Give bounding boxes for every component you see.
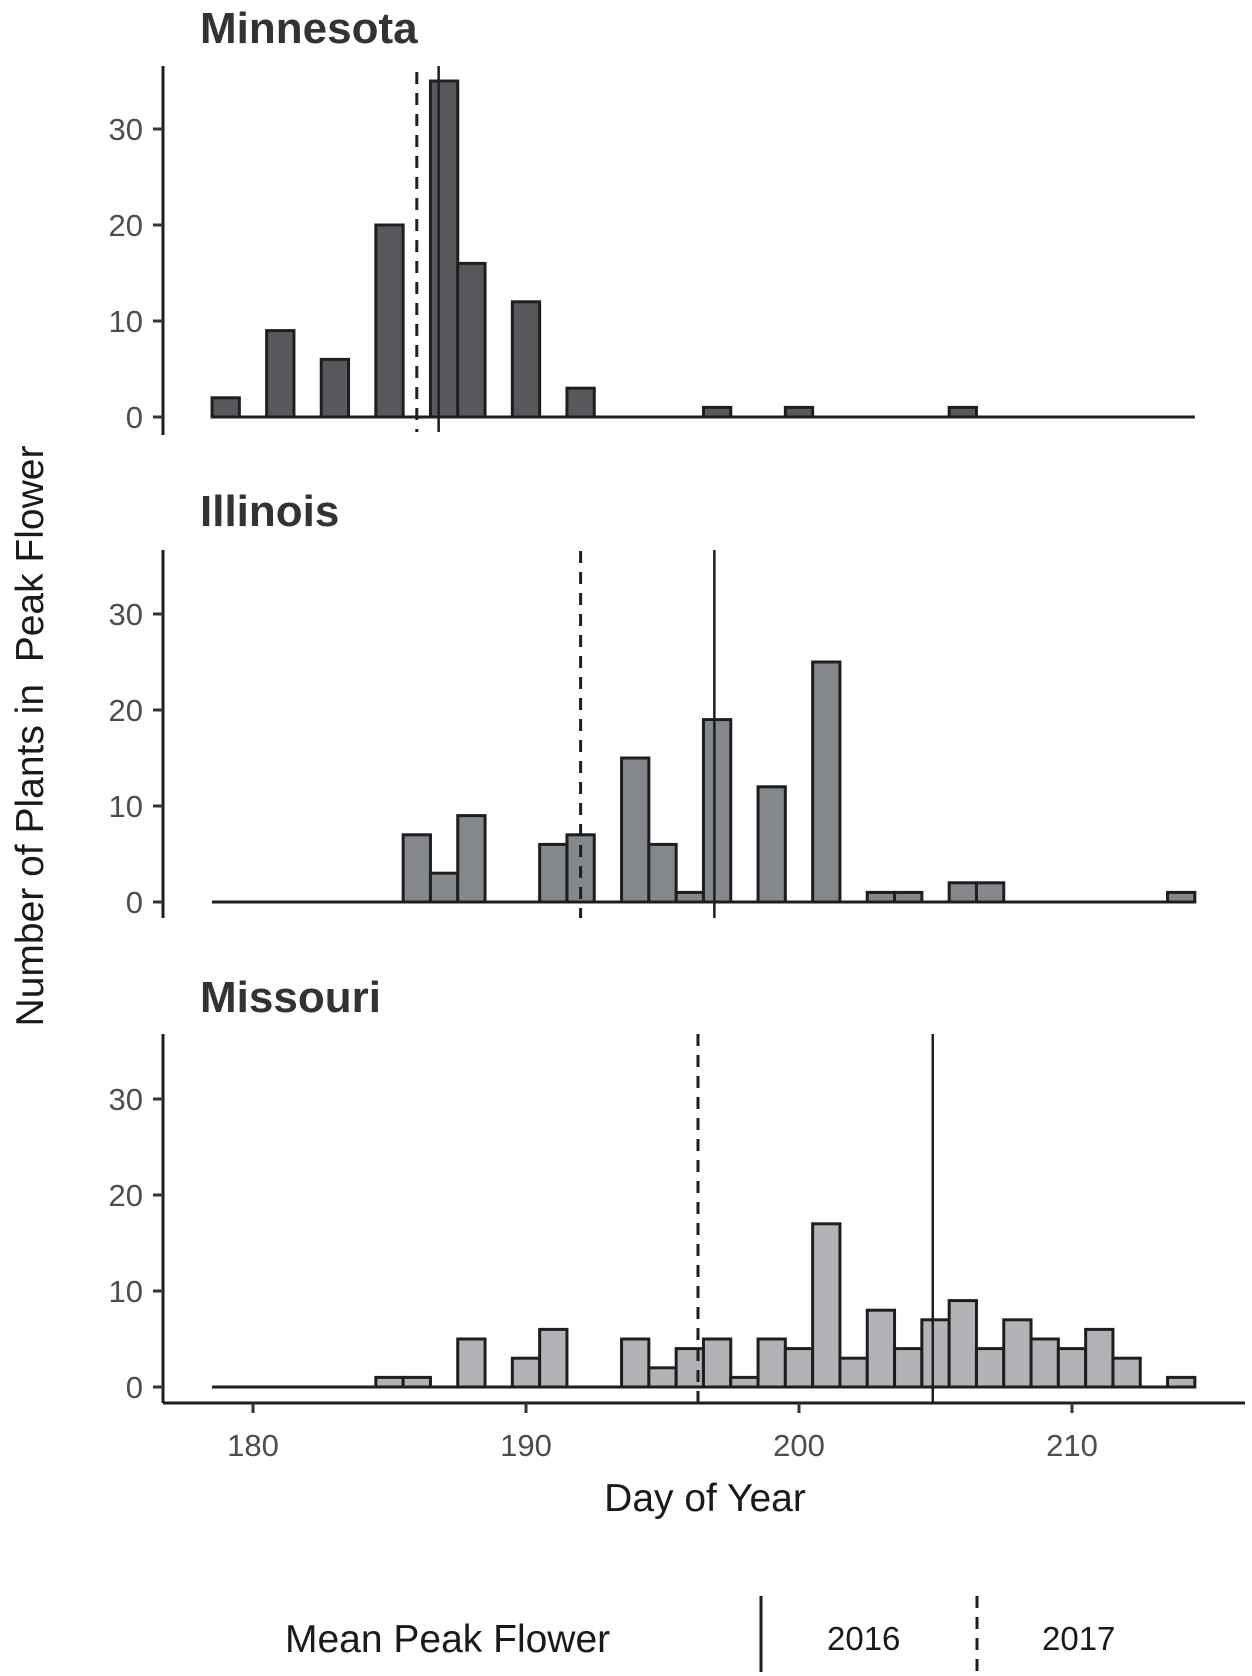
x-axis: 180 190 200 210 xyxy=(163,1401,1245,1463)
panel-illinois: Illinois 0 10 20 30 xyxy=(109,487,1197,920)
panel-title: Missouri xyxy=(200,973,381,1022)
histogram-bar xyxy=(456,814,487,904)
histogram-bar xyxy=(947,405,978,419)
histogram-bar xyxy=(811,1222,842,1389)
histogram-bar xyxy=(701,1337,733,1389)
panel-title: Minnesota xyxy=(200,4,418,53)
histogram-bar xyxy=(783,1347,815,1389)
histogram-bar xyxy=(674,890,705,904)
histogram-bar xyxy=(701,718,733,904)
histogram-bar xyxy=(756,785,787,904)
legend: Mean Peak Flower 2016 2017 xyxy=(285,1596,1115,1672)
x-tick-label: 180 xyxy=(227,1428,279,1463)
histogram-bar xyxy=(620,1337,651,1389)
panels: Minnesota 0 10 20 30 Illinois 0 10 20 30 Missouri 0… xyxy=(109,4,1197,1405)
y-tick-label: 20 xyxy=(109,693,143,728)
x-axis-title: Day of Year xyxy=(604,1477,806,1520)
histogram-bar xyxy=(401,1375,432,1389)
histogram-bar xyxy=(701,405,733,419)
x-tick-label: 210 xyxy=(1046,1428,1098,1463)
histogram-bar xyxy=(811,660,842,904)
y-tick-label: 10 xyxy=(109,304,143,339)
histogram-bar xyxy=(838,1356,869,1389)
y-tick-label: 30 xyxy=(109,597,143,632)
histogram-bar xyxy=(374,1375,405,1389)
histogram-bar xyxy=(510,1356,542,1389)
histogram-bar xyxy=(620,756,651,904)
histogram-bar xyxy=(1111,1356,1142,1389)
y-tick-label: 0 xyxy=(126,400,143,435)
histogram-bar xyxy=(1166,1375,1197,1389)
y-tick-label: 10 xyxy=(109,789,143,824)
histogram-bar xyxy=(893,1347,924,1389)
histogram-bar xyxy=(729,1375,760,1389)
x-tick-label: 200 xyxy=(773,1428,825,1463)
histogram-bar xyxy=(1056,1347,1088,1389)
histogram-bar xyxy=(428,79,460,419)
legend-label-2016: 2016 xyxy=(827,1620,900,1657)
histogram-bar xyxy=(920,1318,951,1389)
x-tick-label: 190 xyxy=(500,1428,552,1463)
y-tick-label: 30 xyxy=(109,1082,143,1117)
histogram-bar xyxy=(319,357,351,419)
histogram-bar xyxy=(947,1299,978,1389)
histogram-bar xyxy=(401,833,432,904)
histogram-bar xyxy=(756,1337,787,1389)
histogram-bar xyxy=(456,261,487,419)
histogram-bar xyxy=(1166,890,1197,904)
y-axis-title: Number of Plants in Peak Flower xyxy=(9,446,52,1027)
panel-missouri: Missouri 0 10 20 30 xyxy=(109,973,1197,1405)
y-tick-label: 30 xyxy=(109,112,143,147)
histogram-bar xyxy=(428,871,460,904)
legend-title: Mean Peak Flower xyxy=(285,1618,610,1661)
histogram-bar xyxy=(265,329,296,419)
y-tick-label: 20 xyxy=(109,1178,143,1213)
histogram-bar xyxy=(647,842,678,904)
y-tick-label: 0 xyxy=(126,1370,143,1405)
histogram-bar xyxy=(538,842,569,904)
histogram-bar xyxy=(1084,1327,1115,1389)
histogram-bar xyxy=(974,881,1006,904)
histogram-bar xyxy=(647,1366,678,1389)
histogram-bar xyxy=(947,881,978,904)
histogram-bar xyxy=(893,890,924,904)
legend-label-2017: 2017 xyxy=(1042,1620,1115,1657)
histogram-bar xyxy=(783,405,815,419)
y-tick-label: 0 xyxy=(126,885,143,920)
panel-minnesota: Minnesota 0 10 20 30 xyxy=(109,4,1195,435)
histogram-bar xyxy=(1002,1318,1033,1389)
histogram-bar xyxy=(510,300,542,419)
panel-title: Illinois xyxy=(200,487,339,536)
histogram-bar xyxy=(1029,1337,1060,1389)
histogram-bar xyxy=(565,386,596,419)
histogram-bar xyxy=(974,1347,1006,1389)
histogram-bar xyxy=(210,396,241,419)
histogram-bar xyxy=(865,890,897,904)
y-tick-label: 20 xyxy=(109,208,143,243)
histogram-bar xyxy=(865,1308,897,1389)
histogram-bar xyxy=(538,1327,569,1389)
histogram-bar xyxy=(374,223,405,419)
histogram-bar xyxy=(456,1337,487,1389)
y-tick-label: 10 xyxy=(109,1274,143,1309)
